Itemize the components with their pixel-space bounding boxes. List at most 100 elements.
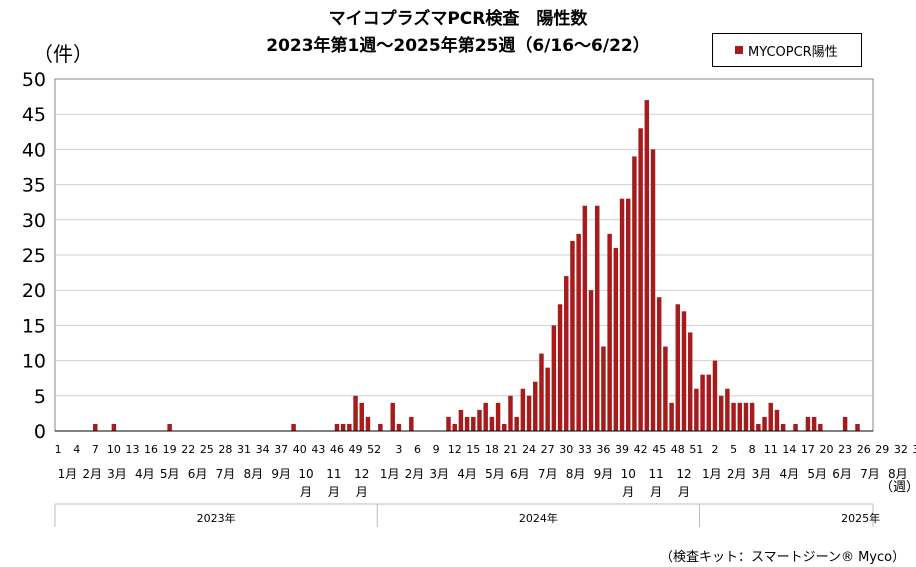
month-label: 5月	[807, 467, 827, 481]
bar	[489, 416, 495, 431]
bar	[576, 233, 581, 431]
week-tick-label: 28	[218, 443, 232, 456]
month-label: 10	[621, 467, 636, 481]
week-tick-label: 37	[274, 443, 288, 456]
month-label: 12	[354, 467, 369, 481]
bar	[811, 416, 817, 431]
bar	[743, 402, 749, 431]
bar	[378, 423, 383, 431]
bar	[625, 198, 631, 431]
month-label: 4月	[135, 467, 155, 481]
week-tick-label: 32	[894, 443, 908, 456]
bar	[725, 388, 730, 431]
month-label: 2月	[405, 467, 425, 481]
week-tick-label: 4	[73, 443, 80, 456]
week-tick-label: 24	[522, 443, 536, 456]
week-tick-label: 52	[367, 443, 381, 456]
week-tick-label: 12	[448, 443, 462, 456]
bar	[446, 416, 451, 431]
bar	[694, 388, 699, 431]
month-label: 6月	[510, 467, 530, 481]
week-tick-label: 25	[200, 443, 214, 456]
month-label: 1月	[58, 467, 78, 481]
month-label: 3月	[429, 467, 449, 481]
x-axis-unit: （週）	[880, 480, 916, 495]
bar	[706, 374, 712, 431]
bar	[756, 423, 761, 431]
y-tick-label: 10	[22, 351, 46, 373]
week-tick-label: 13	[125, 443, 139, 456]
week-tick-label: 11	[764, 443, 778, 456]
bar	[526, 395, 532, 431]
bar	[495, 402, 501, 431]
month-label: 1月	[380, 467, 400, 481]
month-label: 月	[622, 485, 634, 499]
bar	[471, 416, 476, 431]
bar	[650, 149, 656, 431]
week-tick-label: 8	[749, 443, 756, 456]
y-tick-label: 50	[22, 69, 46, 91]
bar	[737, 402, 742, 431]
week-tick-label: 35	[912, 443, 916, 456]
bar	[601, 346, 606, 431]
bar	[768, 402, 773, 431]
month-label: 7月	[860, 467, 880, 481]
y-tick-label: 0	[34, 421, 46, 443]
bar	[712, 360, 718, 431]
week-tick-label: 20	[820, 443, 834, 456]
bar	[347, 423, 352, 431]
bar	[167, 423, 172, 431]
bar	[477, 409, 482, 431]
year-label: 2024年	[519, 511, 558, 525]
month-label: 月	[678, 485, 690, 499]
week-tick-label: 17	[801, 443, 815, 456]
bar	[564, 276, 569, 431]
month-label: 8月	[888, 467, 908, 481]
week-tick-label: 9	[433, 443, 440, 456]
bar	[793, 423, 798, 431]
week-tick-label: 42	[634, 443, 648, 456]
week-tick-label: 33	[578, 443, 592, 456]
bar	[681, 311, 687, 431]
bar	[595, 205, 600, 431]
week-tick-label: 34	[256, 443, 270, 456]
bar	[390, 402, 395, 431]
month-label: 5月	[160, 467, 180, 481]
bar	[508, 395, 513, 431]
month-label: 7月	[538, 467, 558, 481]
bar	[687, 332, 693, 431]
legend-swatch	[735, 46, 743, 54]
week-tick-label: 45	[652, 443, 666, 456]
y-tick-label: 40	[22, 139, 46, 161]
bar	[545, 367, 550, 431]
bar	[514, 416, 519, 431]
week-tick-label: 22	[181, 443, 195, 456]
bar	[340, 423, 346, 431]
bar	[502, 423, 507, 431]
bar	[520, 388, 526, 431]
footer-note: （検査キット：スマートジーン® Myco）	[660, 550, 906, 565]
y-tick-label: 35	[22, 175, 46, 197]
month-label: 月	[300, 485, 312, 499]
bar	[663, 346, 668, 431]
month-label: 9月	[271, 467, 291, 481]
y-axis-unit: （件）	[33, 42, 93, 66]
bar	[700, 374, 705, 431]
week-tick-label: 21	[503, 443, 517, 456]
week-tick-label: 26	[857, 443, 871, 456]
bar	[93, 423, 98, 431]
week-tick-label: 40	[293, 443, 307, 456]
bar	[607, 233, 612, 431]
bar	[582, 205, 588, 431]
month-label: 10	[298, 467, 313, 481]
y-tick-label: 20	[22, 280, 46, 302]
week-tick-label: 31	[237, 443, 251, 456]
year-label: 2023年	[197, 511, 236, 525]
bar	[855, 423, 860, 431]
week-tick-label: 7	[92, 443, 99, 456]
bar	[675, 304, 681, 431]
bar	[557, 304, 563, 431]
month-label: 2月	[82, 467, 102, 481]
bar	[656, 297, 662, 431]
week-tick-label: 49	[349, 443, 363, 456]
